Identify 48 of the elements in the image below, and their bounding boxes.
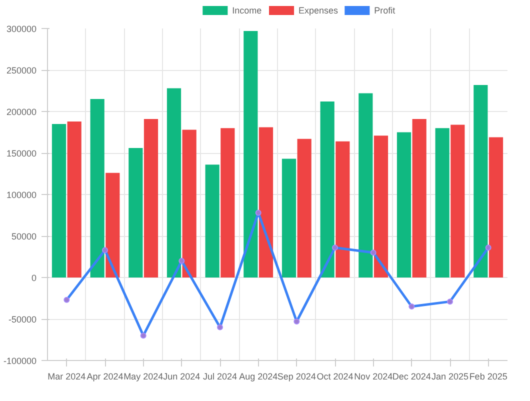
x-tick-label: Mar 2024 bbox=[48, 372, 86, 382]
y-tick-label: 250000 bbox=[6, 66, 37, 76]
bar bbox=[52, 124, 66, 278]
bar bbox=[320, 102, 334, 278]
bar bbox=[474, 84, 488, 278]
bar bbox=[488, 137, 504, 278]
y-tick-label: 100000 bbox=[6, 190, 37, 200]
x-tick-label: Jan 2025 bbox=[431, 372, 469, 382]
x-tick-label: Feb 2025 bbox=[469, 372, 508, 382]
legend-label: Income bbox=[232, 6, 262, 16]
bar bbox=[244, 30, 258, 278]
y-tick-label: -100000 bbox=[3, 356, 36, 366]
y-tick-label: 300000 bbox=[6, 24, 37, 34]
x-tick-label: Oct 2024 bbox=[316, 372, 354, 382]
bar bbox=[220, 128, 235, 278]
bar bbox=[282, 158, 296, 278]
bar bbox=[336, 141, 350, 278]
x-tick-label: Jun 2024 bbox=[163, 372, 200, 382]
bar bbox=[374, 136, 388, 278]
x-tick-label: Apr 2024 bbox=[86, 372, 124, 382]
x-tick-label: Aug 2024 bbox=[239, 372, 278, 382]
bar bbox=[205, 164, 220, 278]
bar bbox=[396, 132, 412, 278]
bar bbox=[128, 148, 143, 278]
y-tick-label: -50000 bbox=[8, 314, 37, 324]
y-tick-label: 200000 bbox=[6, 107, 37, 117]
legend-label: Profit bbox=[374, 6, 396, 16]
bar bbox=[297, 138, 312, 278]
bar bbox=[412, 118, 426, 278]
x-tick-label: Nov 2024 bbox=[354, 372, 393, 382]
bar bbox=[90, 99, 104, 278]
x-tick-label: Sep 2024 bbox=[277, 372, 316, 382]
bar bbox=[144, 118, 158, 278]
y-tick-label: 150000 bbox=[6, 148, 37, 158]
bar bbox=[358, 93, 373, 278]
bar bbox=[450, 124, 465, 278]
x-tick-label: May 2024 bbox=[124, 372, 164, 382]
legend-label: Expenses bbox=[298, 6, 339, 16]
bar bbox=[435, 128, 450, 278]
bar bbox=[166, 88, 182, 278]
bar bbox=[258, 127, 274, 278]
y-tick-label: 0 bbox=[31, 273, 37, 283]
bar bbox=[182, 130, 196, 278]
y-tick-label: 50000 bbox=[11, 232, 37, 242]
x-tick-label: Dec 2024 bbox=[392, 372, 431, 382]
bar bbox=[67, 121, 82, 278]
x-tick-label: Jul 2024 bbox=[202, 372, 238, 382]
bar bbox=[106, 172, 120, 278]
